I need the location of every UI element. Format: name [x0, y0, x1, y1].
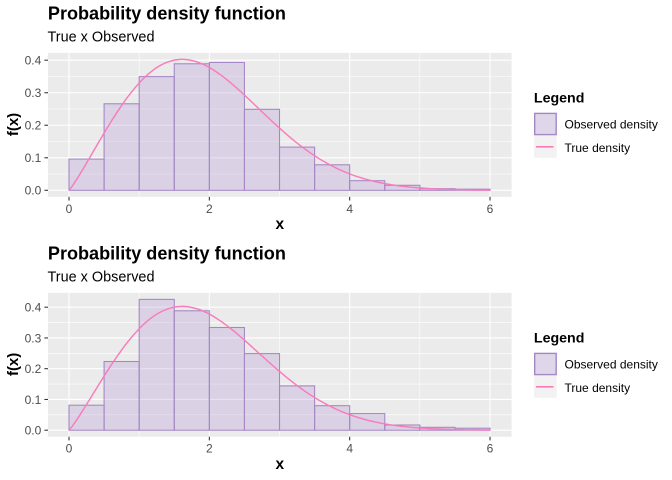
svg-text:Observed density: Observed density — [565, 357, 658, 371]
svg-text:0.2: 0.2 — [25, 119, 42, 133]
svg-text:0: 0 — [66, 202, 73, 216]
svg-text:f(x): f(x) — [5, 113, 22, 136]
svg-text:0.1: 0.1 — [25, 393, 42, 407]
svg-text:True x Observed: True x Observed — [48, 30, 155, 46]
svg-text:x: x — [275, 456, 284, 473]
svg-text:0: 0 — [66, 442, 73, 456]
svg-text:0.4: 0.4 — [25, 54, 42, 68]
svg-text:2: 2 — [206, 442, 213, 456]
svg-text:0.3: 0.3 — [25, 86, 42, 100]
svg-text:6: 6 — [487, 442, 494, 456]
svg-text:Observed density: Observed density — [565, 117, 658, 131]
svg-text:Probability density function: Probability density function — [48, 243, 286, 264]
svg-text:0.4: 0.4 — [25, 301, 42, 315]
svg-text:0.0: 0.0 — [25, 424, 42, 438]
svg-text:0.1: 0.1 — [25, 151, 42, 165]
svg-text:4: 4 — [346, 442, 353, 456]
svg-text:0.3: 0.3 — [25, 331, 42, 345]
svg-text:Probability density function: Probability density function — [48, 3, 286, 24]
svg-text:True density: True density — [565, 141, 631, 155]
svg-text:0.0: 0.0 — [25, 184, 42, 198]
svg-text:True x Observed: True x Observed — [48, 270, 155, 286]
svg-text:f(x): f(x) — [5, 353, 22, 376]
svg-text:x: x — [275, 216, 284, 233]
svg-text:2: 2 — [206, 202, 213, 216]
svg-text:6: 6 — [487, 202, 494, 216]
svg-text:4: 4 — [346, 202, 353, 216]
svg-text:Legend: Legend — [534, 330, 585, 346]
svg-text:Legend: Legend — [534, 90, 585, 106]
svg-text:True density: True density — [565, 381, 631, 395]
svg-text:0.2: 0.2 — [25, 362, 42, 376]
